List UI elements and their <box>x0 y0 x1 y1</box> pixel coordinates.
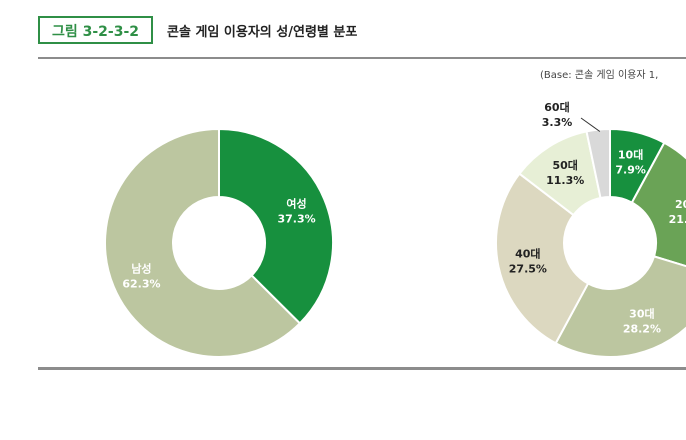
age-callout-line-60s <box>580 117 601 132</box>
age-slice-value-30s: 28.2% <box>623 323 661 336</box>
age-slice-label-50s: 50대 <box>552 158 577 172</box>
figure-title: 콘솔 게임 이용자의 성/연령별 분포 <box>167 24 358 40</box>
bottom-rule <box>38 367 686 370</box>
age-slice-value-40s: 27.5% <box>509 263 547 276</box>
gender-slice-label-female: 여성 <box>286 197 306 211</box>
top-rule <box>38 57 686 59</box>
age-slice-label-30s: 30대 <box>629 307 654 321</box>
age-donut-chart: 10대 7.9% 20대 21.8% 30대 28.2% 40대 27.5% 50대 11.3% 6… <box>495 100 686 358</box>
gender-slice-female <box>218 127 334 325</box>
base-note: (Base: 콘솔 게임 이용자 1, <box>540 70 659 81</box>
age-slice-40s <box>495 172 590 345</box>
age-slice-value-60s: 3.3% <box>542 116 573 129</box>
figure-header: 그림 3-2-3-2 콘솔 게임 이용자의 성/연령별 분포 <box>38 14 357 46</box>
age-slice-label-40s: 40대 <box>515 247 540 261</box>
age-slice-value-50s: 11.3% <box>546 174 584 187</box>
age-slice-30s <box>554 255 686 358</box>
gender-slice-value-male: 62.3% <box>122 277 160 290</box>
age-slice-label-60s: 60대 <box>544 100 569 114</box>
gender-donut-chart: 여성 37.3% 남성 62.3% <box>104 127 334 358</box>
age-slice-label-10s: 10대 <box>618 148 643 162</box>
age-slice-60s <box>585 127 611 200</box>
figure-number-badge: 그림 3-2-3-2 <box>38 16 154 44</box>
gender-slice-label-male: 남성 <box>131 261 151 275</box>
age-slice-20s <box>630 141 686 268</box>
gender-slice-value-female: 37.3% <box>277 213 315 226</box>
age-slice-value-10s: 7.9% <box>615 164 646 177</box>
gender-slice-male <box>104 127 302 358</box>
age-slice-value-20s: 21.8% <box>669 213 686 226</box>
age-slice-label-20s: 20대 <box>675 197 686 211</box>
